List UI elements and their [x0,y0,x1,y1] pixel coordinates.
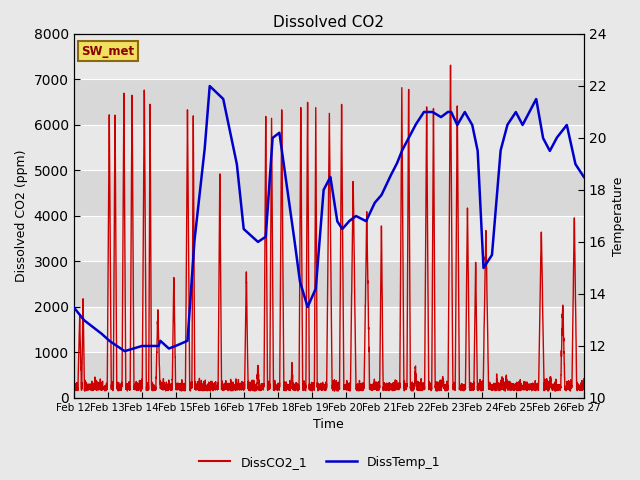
Bar [74,262,584,307]
Bar [74,125,584,170]
Title: Dissolved CO2: Dissolved CO2 [273,15,384,30]
DissTemp_1 [163,343,170,349]
DissTemp_1 [451,116,458,122]
DissCO2_1 [331,388,339,394]
DissCO2_1 [265,379,273,385]
DissTemp_1 [490,236,497,242]
Y-axis label: Dissolved CO2 (ppm): Dissolved CO2 (ppm) [15,150,28,282]
DissCO2_1 [447,62,454,68]
Legend: DissCO2_1, DissTemp_1: DissCO2_1, DissTemp_1 [194,451,446,474]
Line: DissTemp_1: DissTemp_1 [74,86,584,351]
Line: DissCO2_1: DissCO2_1 [74,65,584,391]
Bar [74,170,584,216]
DissCO2_1 [580,384,588,390]
DissCO2_1 [402,384,410,389]
DissCO2_1 [451,381,458,386]
DissTemp_1 [265,191,273,197]
Bar [74,216,584,262]
DissTemp_1 [121,348,129,354]
Bar [74,307,584,352]
Bar [74,80,584,125]
DissCO2_1 [163,384,170,389]
DissCO2_1 [70,386,77,392]
X-axis label: Time: Time [314,419,344,432]
DissTemp_1 [402,141,410,146]
DissTemp_1 [580,174,588,180]
DissTemp_1 [376,194,383,200]
Text: SW_met: SW_met [81,45,134,58]
DissCO2_1 [490,381,497,387]
DissCO2_1 [376,385,383,391]
Bar [74,352,584,398]
DissTemp_1 [206,83,214,89]
Bar [74,34,584,80]
DissTemp_1 [70,304,77,310]
Y-axis label: Temperature: Temperature [612,176,625,256]
